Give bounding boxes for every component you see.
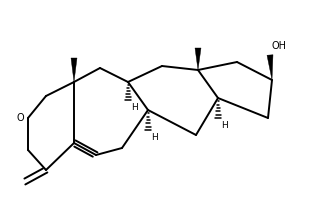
Text: H: H <box>131 103 138 112</box>
Text: O: O <box>16 113 24 123</box>
Text: OH: OH <box>272 41 287 51</box>
Polygon shape <box>71 58 77 82</box>
Polygon shape <box>267 55 273 80</box>
Text: H: H <box>151 133 158 142</box>
Polygon shape <box>195 48 201 70</box>
Text: H: H <box>221 121 228 130</box>
